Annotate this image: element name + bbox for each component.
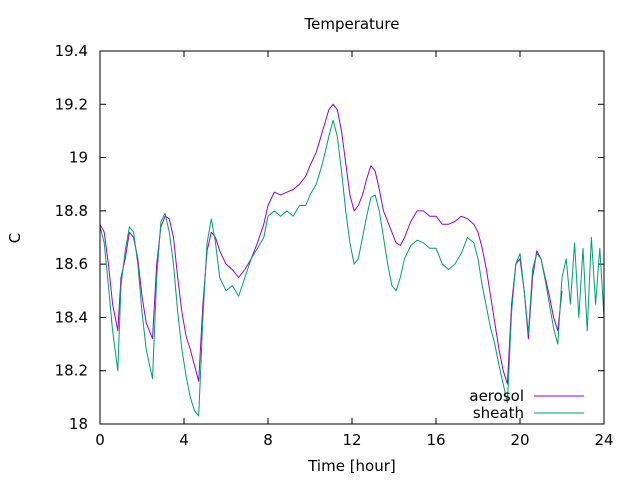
plot-frame [99,50,605,425]
x-axis-label: Time [hour] [307,457,396,475]
legend-label-aerosol: aerosol [469,387,524,405]
x-tick-label: 24 [594,431,613,449]
x-tick-label: 12 [342,431,361,449]
legend-label-sheath: sheath [473,404,524,422]
y-tick-label: 18.8 [55,202,88,220]
y-tick-label: 19 [69,149,88,167]
chart-title: Temperature [303,15,399,33]
y-tick-label: 18 [69,415,88,433]
series-line-aerosol [99,103,563,385]
x-tick-label: 20 [510,431,529,449]
y-tick-label: 19.2 [55,95,88,113]
x-tick-label: 16 [426,431,445,449]
y-tick-label: 18.2 [55,362,88,380]
y-tick-label: 19.4 [55,42,88,60]
axis-ticks: 0 4 8 12 16 20 24 18 18.2 18.4 18.6 18.8 19 19.2 19.4 [55,42,614,449]
plot-area [99,103,605,417]
y-tick-label: 18.6 [55,255,88,273]
series-line-sheath [99,119,605,417]
y-tick-label: 18.4 [55,308,88,326]
y-axis-label: C [6,233,24,243]
x-tick-label: 0 [95,431,105,449]
x-tick-label: 4 [179,431,189,449]
x-tick-label: 8 [263,431,273,449]
